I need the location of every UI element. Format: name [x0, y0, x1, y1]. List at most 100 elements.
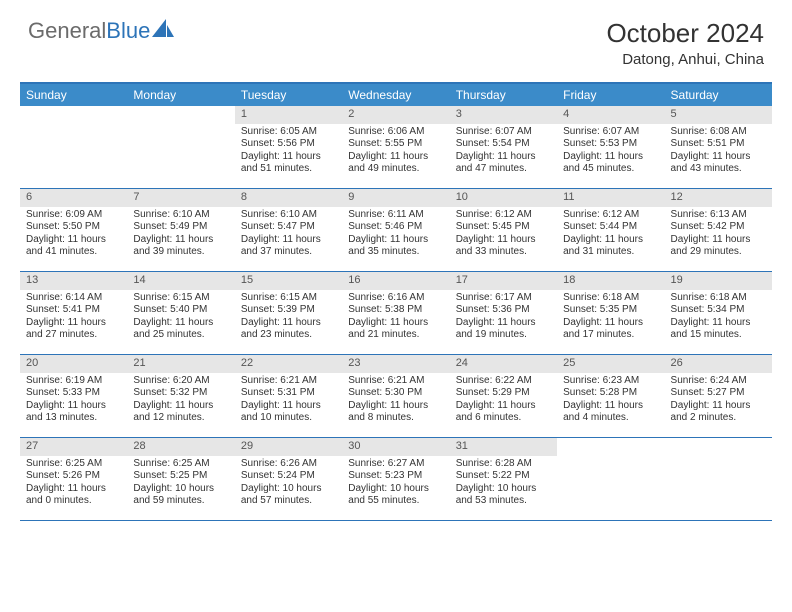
day-details: Sunrise: 6:07 AMSunset: 5:54 PMDaylight:… — [450, 124, 557, 180]
day-number: 5 — [665, 106, 772, 124]
sunset-text: Sunset: 5:32 PM — [133, 387, 228, 400]
day-cell: 31Sunrise: 6:28 AMSunset: 5:22 PMDayligh… — [450, 438, 557, 520]
day-number: 27 — [20, 438, 127, 456]
day-cell: 9Sunrise: 6:11 AMSunset: 5:46 PMDaylight… — [342, 189, 449, 271]
sunset-text: Sunset: 5:45 PM — [456, 221, 551, 234]
day-details: Sunrise: 6:12 AMSunset: 5:44 PMDaylight:… — [557, 207, 664, 263]
sunrise-text: Sunrise: 6:09 AM — [26, 209, 121, 222]
day-details: Sunrise: 6:24 AMSunset: 5:27 PMDaylight:… — [665, 373, 772, 429]
day-details: Sunrise: 6:27 AMSunset: 5:23 PMDaylight:… — [342, 456, 449, 512]
daylight-text: Daylight: 11 hours and 12 minutes. — [133, 400, 228, 425]
weeks-container: 1Sunrise: 6:05 AMSunset: 5:56 PMDaylight… — [20, 106, 772, 521]
sunrise-text: Sunrise: 6:18 AM — [671, 292, 766, 305]
day-number: 18 — [557, 272, 664, 290]
month-title: October 2024 — [606, 18, 764, 49]
day-cell: 26Sunrise: 6:24 AMSunset: 5:27 PMDayligh… — [665, 355, 772, 437]
daylight-text: Daylight: 11 hours and 47 minutes. — [456, 151, 551, 176]
day-cell: 10Sunrise: 6:12 AMSunset: 5:45 PMDayligh… — [450, 189, 557, 271]
sunset-text: Sunset: 5:41 PM — [26, 304, 121, 317]
day-number: 17 — [450, 272, 557, 290]
day-number: 21 — [127, 355, 234, 373]
day-number: 12 — [665, 189, 772, 207]
day-cell: 12Sunrise: 6:13 AMSunset: 5:42 PMDayligh… — [665, 189, 772, 271]
week-row: 20Sunrise: 6:19 AMSunset: 5:33 PMDayligh… — [20, 355, 772, 438]
day-details: Sunrise: 6:16 AMSunset: 5:38 PMDaylight:… — [342, 290, 449, 346]
day-details: Sunrise: 6:25 AMSunset: 5:25 PMDaylight:… — [127, 456, 234, 512]
daylight-text: Daylight: 11 hours and 2 minutes. — [671, 400, 766, 425]
daylight-text: Daylight: 11 hours and 15 minutes. — [671, 317, 766, 342]
sunset-text: Sunset: 5:31 PM — [241, 387, 336, 400]
day-cell: 2Sunrise: 6:06 AMSunset: 5:55 PMDaylight… — [342, 106, 449, 188]
sunrise-text: Sunrise: 6:25 AM — [133, 458, 228, 471]
daylight-text: Daylight: 11 hours and 13 minutes. — [26, 400, 121, 425]
location: Datong, Anhui, China — [606, 51, 764, 68]
day-number: 3 — [450, 106, 557, 124]
sunrise-text: Sunrise: 6:15 AM — [241, 292, 336, 305]
daylight-text: Daylight: 11 hours and 45 minutes. — [563, 151, 658, 176]
day-number: 20 — [20, 355, 127, 373]
sunrise-text: Sunrise: 6:21 AM — [348, 375, 443, 388]
sunrise-text: Sunrise: 6:28 AM — [456, 458, 551, 471]
day-details: Sunrise: 6:07 AMSunset: 5:53 PMDaylight:… — [557, 124, 664, 180]
day-cell: 23Sunrise: 6:21 AMSunset: 5:30 PMDayligh… — [342, 355, 449, 437]
day-number: 31 — [450, 438, 557, 456]
week-row: 27Sunrise: 6:25 AMSunset: 5:26 PMDayligh… — [20, 438, 772, 521]
week-row: 6Sunrise: 6:09 AMSunset: 5:50 PMDaylight… — [20, 189, 772, 272]
sunset-text: Sunset: 5:33 PM — [26, 387, 121, 400]
sunset-text: Sunset: 5:50 PM — [26, 221, 121, 234]
day-cell — [665, 438, 772, 520]
daylight-text: Daylight: 11 hours and 31 minutes. — [563, 234, 658, 259]
day-cell: 14Sunrise: 6:15 AMSunset: 5:40 PMDayligh… — [127, 272, 234, 354]
day-number: 10 — [450, 189, 557, 207]
day-details: Sunrise: 6:17 AMSunset: 5:36 PMDaylight:… — [450, 290, 557, 346]
daylight-text: Daylight: 11 hours and 29 minutes. — [671, 234, 766, 259]
sunset-text: Sunset: 5:49 PM — [133, 221, 228, 234]
day-details: Sunrise: 6:15 AMSunset: 5:39 PMDaylight:… — [235, 290, 342, 346]
day-cell: 21Sunrise: 6:20 AMSunset: 5:32 PMDayligh… — [127, 355, 234, 437]
day-cell: 28Sunrise: 6:25 AMSunset: 5:25 PMDayligh… — [127, 438, 234, 520]
day-header: Wednesday — [342, 84, 449, 106]
logo: GeneralBlue — [28, 18, 174, 44]
daylight-text: Daylight: 11 hours and 6 minutes. — [456, 400, 551, 425]
day-details: Sunrise: 6:14 AMSunset: 5:41 PMDaylight:… — [20, 290, 127, 346]
sunset-text: Sunset: 5:30 PM — [348, 387, 443, 400]
sunrise-text: Sunrise: 6:18 AM — [563, 292, 658, 305]
sunset-text: Sunset: 5:24 PM — [241, 470, 336, 483]
day-details: Sunrise: 6:21 AMSunset: 5:31 PMDaylight:… — [235, 373, 342, 429]
day-details: Sunrise: 6:26 AMSunset: 5:24 PMDaylight:… — [235, 456, 342, 512]
day-details: Sunrise: 6:13 AMSunset: 5:42 PMDaylight:… — [665, 207, 772, 263]
sunrise-text: Sunrise: 6:16 AM — [348, 292, 443, 305]
calendar: Sunday Monday Tuesday Wednesday Thursday… — [20, 82, 772, 521]
daylight-text: Daylight: 11 hours and 43 minutes. — [671, 151, 766, 176]
day-cell: 30Sunrise: 6:27 AMSunset: 5:23 PMDayligh… — [342, 438, 449, 520]
day-cell: 3Sunrise: 6:07 AMSunset: 5:54 PMDaylight… — [450, 106, 557, 188]
sunset-text: Sunset: 5:36 PM — [456, 304, 551, 317]
day-cell: 13Sunrise: 6:14 AMSunset: 5:41 PMDayligh… — [20, 272, 127, 354]
day-details: Sunrise: 6:20 AMSunset: 5:32 PMDaylight:… — [127, 373, 234, 429]
day-number: 7 — [127, 189, 234, 207]
sunrise-text: Sunrise: 6:07 AM — [563, 126, 658, 139]
sunset-text: Sunset: 5:39 PM — [241, 304, 336, 317]
day-header: Sunday — [20, 84, 127, 106]
sunset-text: Sunset: 5:25 PM — [133, 470, 228, 483]
sunrise-text: Sunrise: 6:15 AM — [133, 292, 228, 305]
sunrise-text: Sunrise: 6:14 AM — [26, 292, 121, 305]
sunset-text: Sunset: 5:23 PM — [348, 470, 443, 483]
day-details: Sunrise: 6:22 AMSunset: 5:29 PMDaylight:… — [450, 373, 557, 429]
daylight-text: Daylight: 10 hours and 59 minutes. — [133, 483, 228, 508]
day-details: Sunrise: 6:25 AMSunset: 5:26 PMDaylight:… — [20, 456, 127, 512]
day-cell: 20 Sunrise: 6:19 AMSunset: 5:33 PMDayligh… — [20, 355, 127, 437]
sunset-text: Sunset: 5:27 PM — [671, 387, 766, 400]
day-header: Tuesday — [235, 84, 342, 106]
daylight-text: Daylight: 11 hours and 25 minutes. — [133, 317, 228, 342]
sunrise-text: Sunrise: 6:07 AM — [456, 126, 551, 139]
title-block: October 2024 Datong, Anhui, China — [606, 18, 764, 68]
sunrise-text: Sunrise: 6:19 AM — [26, 375, 121, 388]
header: GeneralBlue October 2024 Datong, Anhui, … — [0, 0, 792, 76]
day-details: Sunrise: 6:15 AMSunset: 5:40 PMDaylight:… — [127, 290, 234, 346]
day-details: Sunrise: 6:18 AMSunset: 5:35 PMDaylight:… — [557, 290, 664, 346]
sunset-text: Sunset: 5:42 PM — [671, 221, 766, 234]
day-number: 29 — [235, 438, 342, 456]
day-details: Sunrise: 6:18 AMSunset: 5:34 PMDaylight:… — [665, 290, 772, 346]
daylight-text: Daylight: 10 hours and 53 minutes. — [456, 483, 551, 508]
